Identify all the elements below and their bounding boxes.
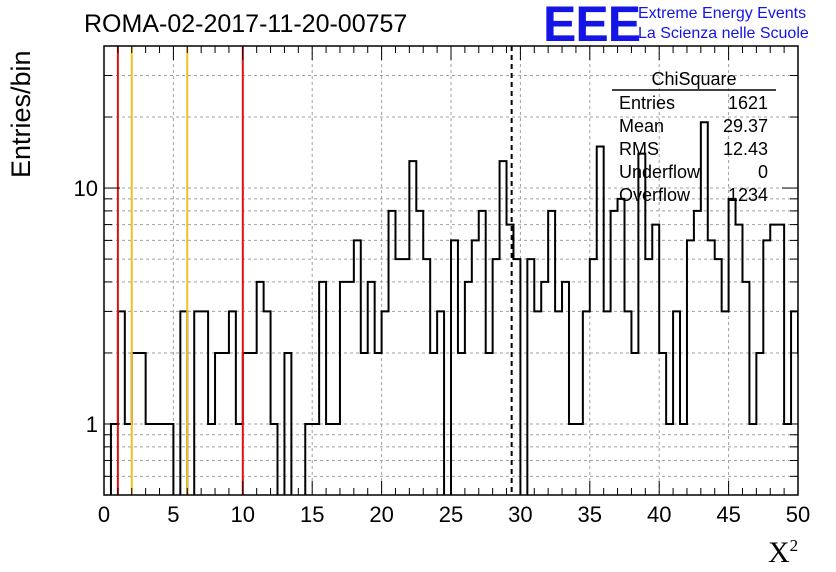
x-axis-label-text: X — [768, 536, 790, 569]
stats-row-label: RMS — [619, 139, 659, 159]
x-axis-label: X2 — [768, 536, 798, 570]
y-axis-label: Entries/bin — [6, 50, 36, 178]
stats-row-label: Underflow — [619, 162, 701, 182]
logo-mark: EEE — [543, 0, 641, 52]
x-tick-label: 5 — [167, 502, 179, 527]
histogram-line — [104, 121, 798, 495]
stats-row-value: 12.43 — [723, 139, 768, 159]
x-tick-label: 25 — [439, 502, 463, 527]
stats-row-value: 0 — [758, 162, 768, 182]
x-axis-label-superscript: 2 — [789, 536, 799, 555]
y-tick-label: 1 — [86, 412, 98, 437]
stats-row-label: Overflow — [619, 185, 691, 205]
logo-line-1: Extreme Energy Events — [638, 5, 807, 22]
stats-row-value: 1234 — [728, 185, 768, 205]
stats-row-value: 29.37 — [723, 116, 768, 136]
x-tick-label: 15 — [300, 502, 324, 527]
logo-line-2: La Scienza nelle Scuole — [638, 25, 809, 42]
x-tick-label: 10 — [231, 502, 255, 527]
run-title: ROMA-02-2017-11-20-00757 — [84, 10, 408, 38]
y-tick-label: 10 — [74, 176, 98, 201]
stats-box-title: ChiSquare — [651, 69, 736, 89]
x-tick-label: 0 — [98, 502, 110, 527]
stats-row-label: Mean — [619, 116, 664, 136]
x-tick-label: 30 — [508, 502, 532, 527]
stats-row-value: 1621 — [728, 93, 768, 113]
stats-row-label: Entries — [619, 93, 675, 113]
x-tick-label: 50 — [786, 502, 810, 527]
x-tick-label: 35 — [578, 502, 602, 527]
x-tick-label: 40 — [647, 502, 671, 527]
x-tick-label: 20 — [369, 502, 393, 527]
x-tick-label: 45 — [716, 502, 740, 527]
